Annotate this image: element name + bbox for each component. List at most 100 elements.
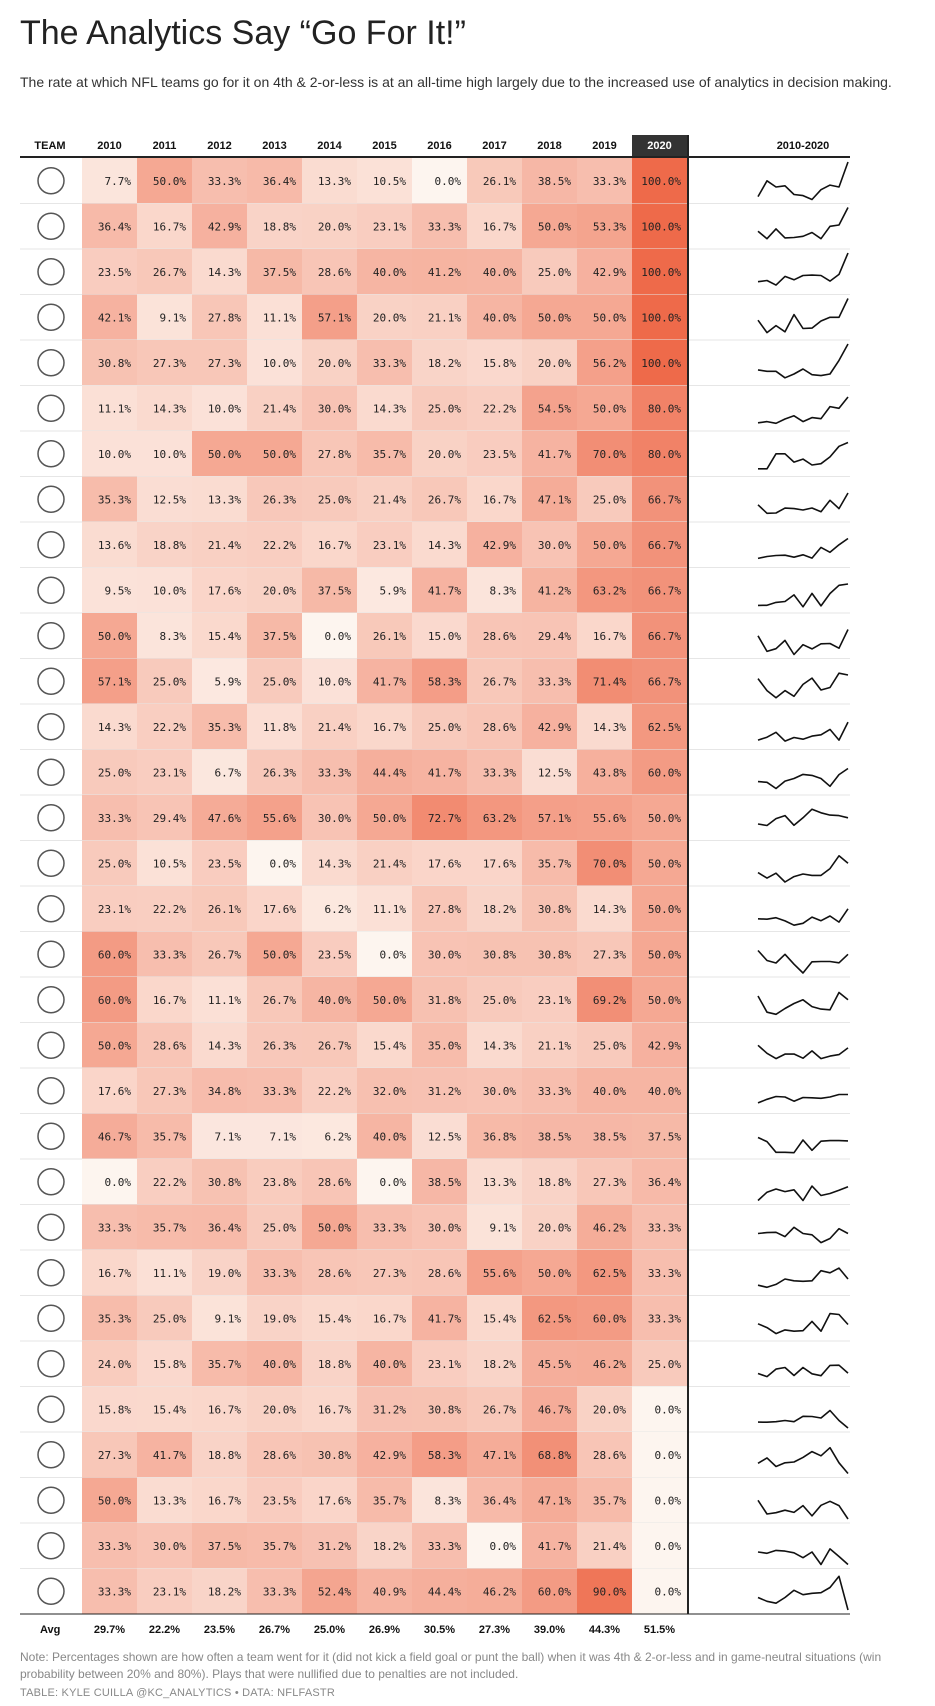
heat-cell: [357, 1295, 412, 1341]
cell-value: 14.3%: [593, 903, 626, 916]
heat-cell: [137, 431, 192, 477]
heat-cell: [137, 1523, 192, 1569]
heat-cell: [412, 1204, 467, 1250]
heat-cell: [247, 658, 302, 704]
heat-cell: [247, 931, 302, 977]
cell-value: 12.5%: [428, 1130, 461, 1143]
cell-value: 30.8%: [318, 1449, 351, 1462]
heat-cell: [467, 294, 522, 340]
rams-logo: [37, 895, 65, 923]
cell-value: 40.0%: [373, 266, 406, 279]
eagles-logo: [37, 804, 65, 832]
heat-cell: [192, 658, 247, 704]
cell-value: 35.7%: [153, 1130, 186, 1143]
heat-cell: [577, 522, 632, 568]
cell-value: 0.0%: [325, 630, 352, 643]
cell-value: 33.3%: [373, 357, 406, 370]
heat-cell: [357, 249, 412, 295]
heat-cell: [632, 1386, 687, 1432]
cell-value: 26.7%: [263, 994, 296, 1007]
heat-cell: [357, 340, 412, 386]
heat-cell: [82, 431, 137, 477]
cardinals-logo: [37, 349, 65, 377]
cell-value: 38.5%: [538, 175, 571, 188]
heat-cell: [192, 1386, 247, 1432]
sparkline: [757, 1409, 849, 1429]
heat-cell: [467, 977, 522, 1023]
cell-value: 25.0%: [428, 402, 461, 415]
colts-logo: [37, 576, 65, 604]
sparkline: [757, 1044, 849, 1060]
cell-value: 23.5%: [263, 1494, 296, 1507]
cell-value: 41.7%: [538, 1540, 571, 1553]
heat-cell: [357, 977, 412, 1023]
heat-cell: [412, 1523, 467, 1569]
heat-cell: [577, 385, 632, 431]
cell-value: 33.3%: [98, 1585, 131, 1598]
cell-value: 8.3%: [490, 584, 517, 597]
column-header: 2014: [317, 140, 342, 152]
jaguars-logo: [37, 940, 65, 968]
heat-cell: [137, 249, 192, 295]
heat-cell: [247, 203, 302, 249]
heat-cell: [357, 1341, 412, 1387]
heat-cell: [137, 203, 192, 249]
cell-value: 22.2%: [153, 903, 186, 916]
heat-cell: [357, 431, 412, 477]
cell-value: 28.6%: [483, 630, 516, 643]
column-header: 2016: [427, 140, 451, 152]
heat-cell: [82, 249, 137, 295]
cell-value: 24.0%: [98, 1358, 131, 1371]
bengals-logo: [37, 1350, 65, 1378]
heat-cell: [302, 1295, 357, 1341]
cell-value: 25.0%: [593, 1039, 626, 1052]
heat-cell: [467, 1386, 522, 1432]
heat-cell: [82, 340, 137, 386]
heat-cell: [247, 1250, 302, 1296]
sparkline: [757, 1548, 849, 1566]
cell-value: 45.5%: [538, 1358, 571, 1371]
heat-cell: [412, 977, 467, 1023]
heat-cell: [522, 1568, 577, 1614]
heat-cell: [302, 1250, 357, 1296]
cell-value: 26.3%: [263, 1039, 296, 1052]
heat-cell: [632, 567, 687, 613]
heat-cell: [357, 1204, 412, 1250]
heat-cell: [412, 613, 467, 659]
sparkline: [757, 854, 849, 883]
cell-value: 50.0%: [593, 402, 626, 415]
heat-cell: [302, 1341, 357, 1387]
heat-cell: [137, 1568, 192, 1614]
heat-cell: [82, 385, 137, 431]
heat-cell: [467, 658, 522, 704]
heat-cell: [577, 1477, 632, 1523]
heat-cell: [467, 1113, 522, 1159]
cell-value: 37.5%: [263, 630, 296, 643]
cell-value: 16.7%: [483, 493, 516, 506]
heat-cell: [357, 1386, 412, 1432]
heat-cell: [577, 567, 632, 613]
heat-cell: [192, 431, 247, 477]
heat-cell: [467, 1204, 522, 1250]
cell-value: 19.0%: [263, 1312, 296, 1325]
heat-cell: [247, 704, 302, 750]
heat-cell: [192, 1022, 247, 1068]
heat-cell: [247, 249, 302, 295]
cell-value: 71.4%: [593, 675, 626, 688]
cell-value: 0.0%: [655, 1540, 682, 1553]
heat-cell: [357, 1432, 412, 1478]
heat-cell: [522, 1159, 577, 1205]
cell-value: 10.0%: [318, 675, 351, 688]
heat-cell: [247, 1432, 302, 1478]
heat-cell: [302, 977, 357, 1023]
cell-value: 0.0%: [380, 1176, 407, 1189]
cell-value: 36.4%: [483, 1494, 516, 1507]
heat-cell: [412, 249, 467, 295]
cell-value: 17.6%: [208, 584, 241, 597]
heat-cell: [577, 1113, 632, 1159]
cell-value: 35.3%: [208, 721, 241, 734]
cell-value: 72.7%: [428, 812, 461, 825]
heat-cell: [302, 567, 357, 613]
heat-cell: [632, 704, 687, 750]
